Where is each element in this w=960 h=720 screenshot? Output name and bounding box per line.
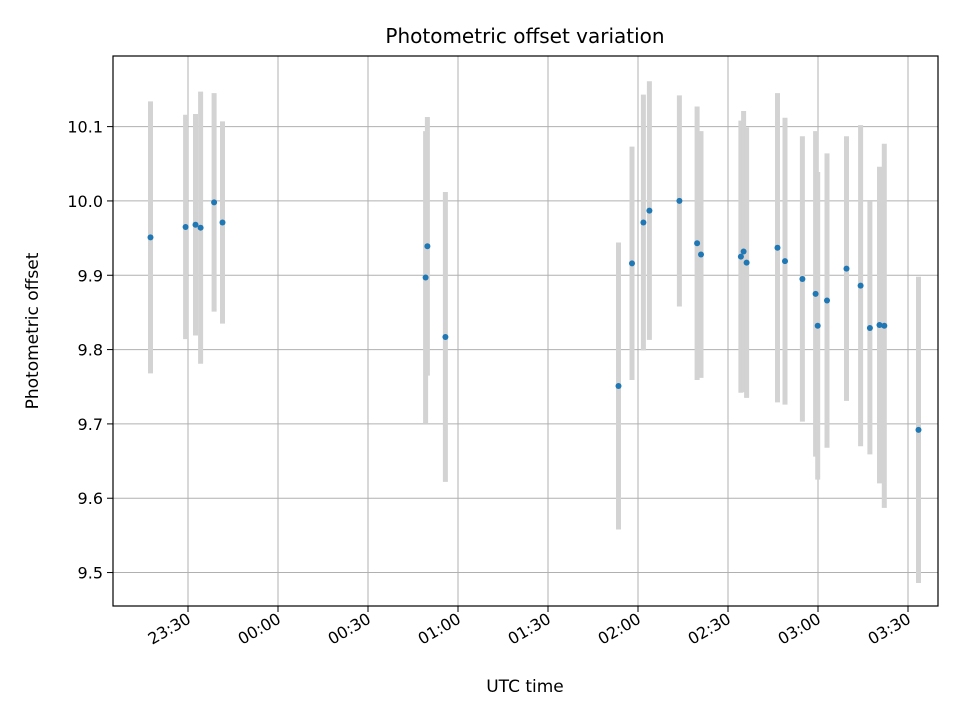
data-point: [698, 251, 704, 258]
data-point: [866, 325, 873, 332]
data-point: [694, 240, 701, 247]
data-point: [197, 224, 204, 231]
y-axis: 9.5 9.6 9.7 9.8 9.9 10.0 10.1: [67, 118, 113, 583]
y-tick-label: 9.8: [78, 341, 103, 360]
data-point: [422, 274, 429, 281]
data-point: [774, 244, 781, 251]
data-point: [646, 207, 653, 214]
data-point: [814, 322, 821, 329]
data-point: [676, 197, 683, 204]
y-axis-title: Photometric offset: [23, 252, 43, 409]
data-point: [740, 248, 747, 255]
y-tick-label: 9.6: [78, 489, 103, 508]
data-point: [629, 260, 635, 267]
y-tick-label: 9.7: [78, 415, 103, 434]
plot-frame: [112, 55, 939, 607]
data-point: [812, 290, 819, 297]
data-point: [424, 243, 431, 250]
data-point: [615, 383, 622, 389]
data-point: [640, 219, 647, 226]
data-point: [743, 259, 750, 266]
y-tick-label: 9.5: [78, 564, 103, 583]
data-point: [782, 258, 788, 265]
data-point: [857, 282, 864, 289]
y-tick-label: 10.0: [67, 192, 103, 211]
data-point: [843, 265, 850, 272]
data-point: [799, 275, 806, 282]
data-point: [737, 253, 744, 260]
data-point: [915, 426, 922, 433]
data-point: [147, 234, 154, 241]
y-tick-label: 9.9: [78, 266, 103, 285]
data-point: [824, 297, 830, 304]
data-point: [211, 199, 218, 206]
data-point: [219, 219, 226, 226]
data-point: [881, 322, 888, 329]
data-points: [147, 197, 922, 433]
data-point: [192, 221, 199, 228]
data-point: [876, 322, 883, 329]
data-point: [182, 223, 189, 230]
x-axis-title: UTC time: [486, 677, 564, 697]
chart-title: Photometric offset variation: [385, 24, 664, 48]
data-point: [442, 333, 449, 340]
y-tick-label: 10.1: [67, 118, 103, 137]
